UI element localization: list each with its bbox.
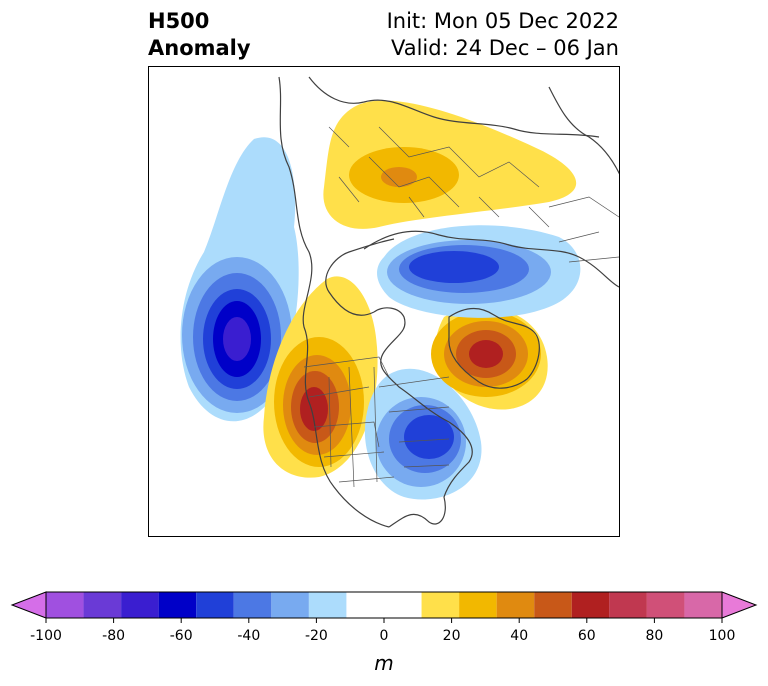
colorbar-bin (83, 592, 122, 618)
colorbar-bin (496, 592, 535, 618)
colorbar-tick-label: 80 (645, 628, 663, 644)
title-left: H500 Anomaly (148, 8, 251, 62)
anomaly-pos-europe (323, 100, 577, 229)
variable-subtitle: Anomaly (148, 36, 251, 60)
colorbar-extend-min (10, 591, 47, 619)
variable-title: H500 (148, 9, 210, 33)
colorbar-unit-label: m (374, 651, 393, 675)
colorbar-bin (609, 592, 647, 618)
valid-range: Valid: 24 Dec – 06 Jan (390, 36, 619, 60)
colorbar-tick-label: 40 (510, 628, 528, 644)
coastlines (278, 76, 619, 528)
colorbar-tick-label: 100 (709, 628, 736, 644)
colorbar-tick-label: 0 (380, 628, 389, 644)
colorbar-bin (646, 592, 685, 618)
anomaly-neg-siberia (377, 225, 581, 318)
colorbar-bin (196, 592, 234, 618)
colorbar-bin (421, 592, 460, 618)
colorbar: -100 -80 -60 -40 -20 0 20 40 60 80 100 m (10, 591, 758, 675)
colorbar-tick-label: -40 (237, 628, 260, 644)
colorbar-bin (121, 592, 159, 618)
colorbar-bin (233, 592, 272, 618)
colorbar-bin (459, 592, 497, 618)
colorbar-tick-label: 20 (443, 628, 461, 644)
colorbar-bin (308, 592, 347, 618)
colorbar-extend-max (721, 591, 758, 619)
title-right: Init: Mon 05 Dec 2022 Valid: 24 Dec – 06… (387, 8, 619, 62)
colorbar-bin (271, 592, 309, 618)
colorbar-swatches (10, 591, 758, 619)
init-date: Init: Mon 05 Dec 2022 (386, 9, 619, 33)
colorbar-tick-label: 60 (578, 628, 596, 644)
colorbar-bin (571, 592, 610, 618)
colorbar-tick-label: -60 (170, 628, 193, 644)
colorbar-ticks: -100 -80 -60 -40 -20 0 20 40 60 80 100 (30, 618, 735, 644)
map-panel (148, 66, 620, 537)
anomaly-map (180, 76, 619, 528)
anomaly-pos-west (263, 276, 378, 478)
colorbar-tick-label: -80 (102, 628, 125, 644)
colorbar-bin (534, 592, 572, 618)
colorbar-tick-label: -20 (305, 628, 328, 644)
colorbar-bin (46, 592, 84, 618)
colorbar-tick-label: -100 (30, 628, 62, 644)
colorbar-bin (158, 592, 197, 618)
political-borders (303, 126, 619, 488)
colorbar-bin (684, 592, 722, 618)
anomaly-neg-pacific (180, 137, 299, 422)
anomaly-neg-east (364, 368, 482, 500)
colorbar-bin (346, 592, 422, 618)
